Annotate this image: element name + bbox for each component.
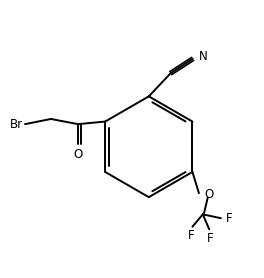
Text: N: N bbox=[199, 50, 207, 63]
Text: O: O bbox=[73, 148, 83, 161]
Text: F: F bbox=[225, 212, 232, 225]
Text: F: F bbox=[188, 229, 195, 242]
Text: F: F bbox=[207, 232, 214, 245]
Text: Br: Br bbox=[10, 118, 23, 131]
Text: O: O bbox=[204, 188, 213, 201]
